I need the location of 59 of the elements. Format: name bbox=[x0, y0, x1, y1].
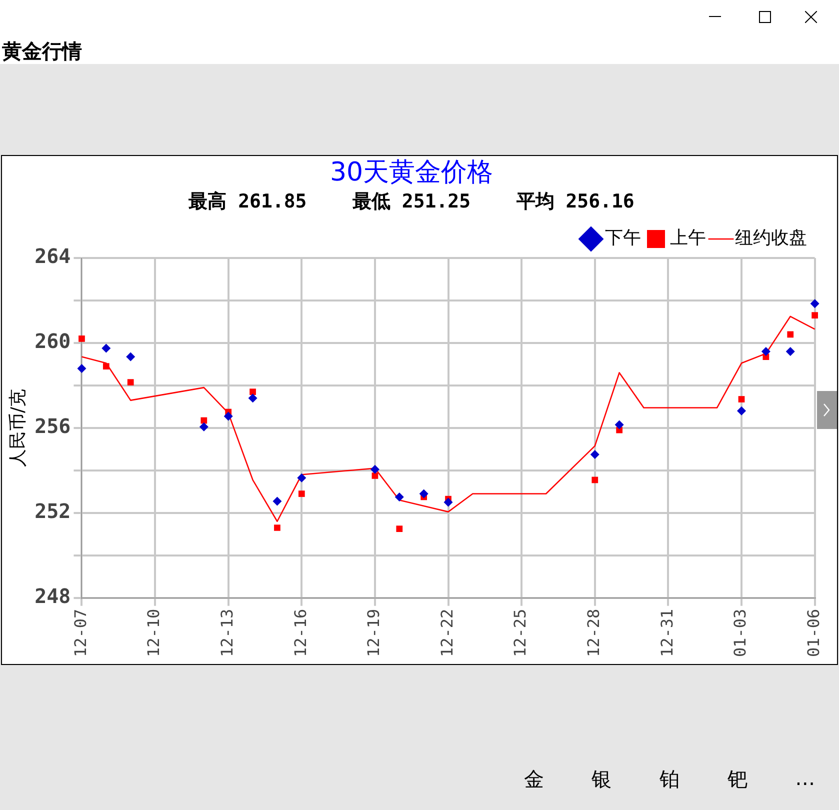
point bbox=[444, 498, 453, 507]
point bbox=[199, 422, 208, 432]
point bbox=[370, 464, 380, 474]
point bbox=[78, 336, 85, 342]
legend-label: 上午 bbox=[670, 228, 706, 249]
point bbox=[298, 490, 305, 497]
legend-label: 下午 bbox=[605, 228, 641, 249]
x-tick-label: 12-16 bbox=[290, 608, 310, 658]
point bbox=[372, 472, 378, 479]
point bbox=[812, 312, 818, 319]
y-tick-label: 260 bbox=[34, 329, 71, 354]
point bbox=[102, 344, 111, 353]
x-tick-label: 12-13 bbox=[217, 608, 236, 658]
text: 银 bbox=[592, 766, 612, 793]
x-tick-label: 12-07 bbox=[70, 608, 90, 658]
point bbox=[810, 299, 820, 308]
y-tick-label: 248 bbox=[34, 584, 71, 608]
point bbox=[77, 364, 86, 373]
point bbox=[224, 412, 233, 421]
chart-title: 30天黄金价格 bbox=[330, 157, 494, 188]
point bbox=[590, 450, 600, 459]
legend-label: 纽约收盘 bbox=[735, 228, 807, 249]
text: 金 bbox=[524, 766, 544, 793]
point bbox=[272, 496, 282, 506]
y-tick-label: 264 bbox=[34, 244, 71, 268]
text: 黄金行情 bbox=[2, 38, 82, 64]
point bbox=[787, 331, 794, 338]
point bbox=[127, 379, 134, 386]
point bbox=[419, 489, 428, 498]
point bbox=[200, 417, 208, 424]
text: 铂 bbox=[659, 766, 680, 793]
y-tick-label: 252 bbox=[34, 499, 71, 524]
point bbox=[248, 394, 258, 403]
point bbox=[396, 526, 403, 532]
x-tick-label: 12-10 bbox=[144, 608, 164, 658]
text: … bbox=[795, 766, 816, 792]
x-tick-label: 12-19 bbox=[364, 608, 384, 658]
x-tick-label: 12-25 bbox=[510, 608, 530, 658]
x-tick-label: 01-03 bbox=[730, 608, 750, 658]
x-tick-label: 12-31 bbox=[657, 608, 676, 658]
point bbox=[102, 363, 110, 370]
text: 钯 bbox=[727, 766, 748, 793]
point bbox=[786, 346, 795, 356]
point bbox=[394, 492, 404, 502]
x-tick-label: 12-28 bbox=[584, 608, 604, 658]
y-tick-label: 256 bbox=[34, 414, 71, 438]
point bbox=[761, 346, 770, 356]
point bbox=[738, 396, 745, 402]
chart-subtitle: 最高 261.85 最低 251.25 平均 256.16 bbox=[188, 190, 634, 213]
point bbox=[250, 388, 256, 395]
point bbox=[736, 406, 746, 416]
point bbox=[297, 473, 306, 482]
point bbox=[126, 352, 136, 362]
x-tick-label: 12-22 bbox=[437, 608, 456, 658]
point bbox=[614, 420, 624, 430]
point bbox=[274, 524, 280, 531]
x-tick-label: 01-06 bbox=[804, 608, 823, 658]
y-axis-title: 人民币/克 bbox=[7, 388, 28, 467]
point bbox=[592, 476, 598, 484]
